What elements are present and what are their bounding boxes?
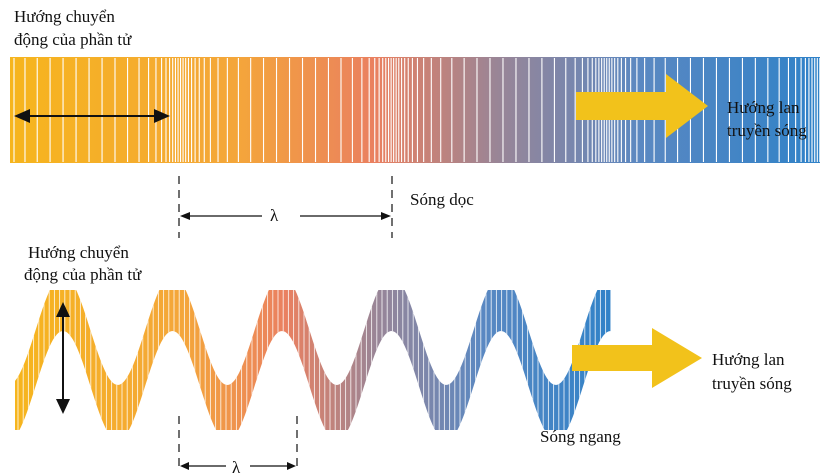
- transverse-particle-label-line1: Hướng chuyển: [28, 243, 129, 262]
- longitudinal-propagation-arrow: [576, 74, 708, 138]
- transverse-wavelength-marker: [178, 416, 298, 470]
- longitudinal-propagation-label-line1: Hướng lan: [727, 98, 800, 117]
- longitudinal-wave-name: Sóng dọc: [410, 190, 474, 209]
- transverse-particle-arrow: [56, 302, 70, 414]
- longitudinal-particle-label-line2: động của phần tử: [14, 30, 132, 49]
- transverse-particle-label-line2: động của phần tử: [24, 265, 142, 284]
- longitudinal-wave-section: Hướng chuyển động của phần tử Hướng lan …: [10, 7, 821, 238]
- transverse-wave-name: Sóng ngang: [540, 427, 621, 446]
- transverse-propagation-arrow: [572, 328, 702, 388]
- transverse-propagation-label-line2: truyền sóng: [712, 374, 792, 393]
- transverse-wave-section: Hướng chuyển động của phần tử Hướng lan …: [15, 243, 792, 475]
- longitudinal-particle-label-line1: Hướng chuyển: [14, 7, 115, 26]
- longitudinal-wavelength-marker: [178, 176, 393, 238]
- transverse-wavelength-symbol: λ: [232, 458, 241, 475]
- transverse-propagation-label-line1: Hướng lan: [712, 350, 785, 369]
- longitudinal-particle-arrow: [14, 109, 170, 123]
- longitudinal-propagation-label-line2: truyền sóng: [727, 121, 807, 140]
- longitudinal-wavelength-symbol: λ: [270, 206, 279, 225]
